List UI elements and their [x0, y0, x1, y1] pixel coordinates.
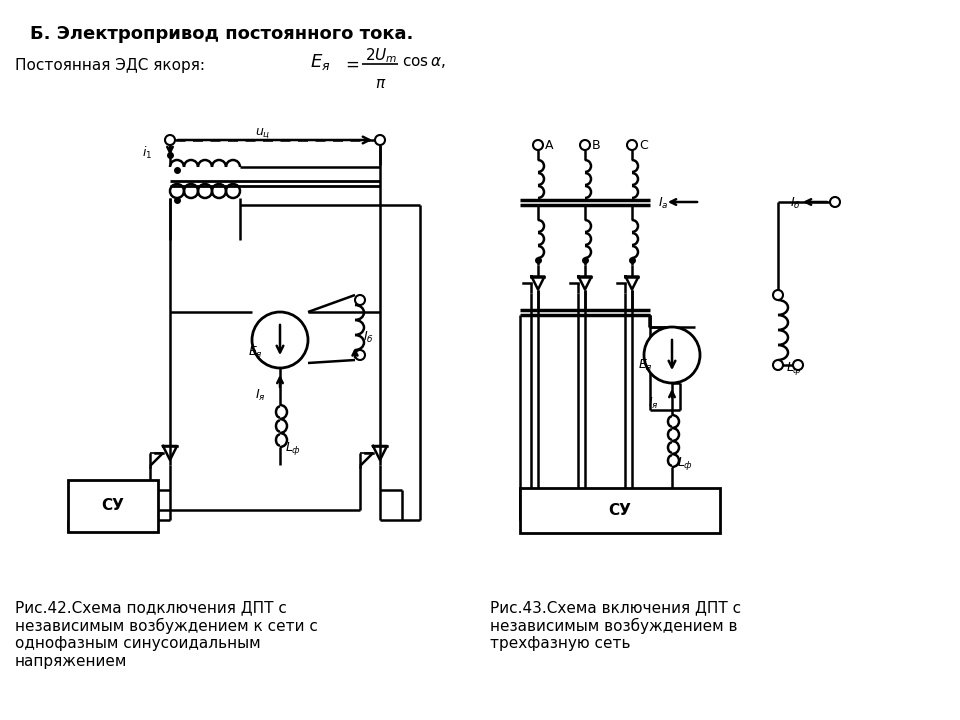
Text: Рис.42.Схема подключения ДПТ с
независимым возбуждением к сети с
однофазным сину: Рис.42.Схема подключения ДПТ с независим… — [15, 600, 318, 669]
Text: $i_{\mathit{1}}$: $i_{\mathit{1}}$ — [142, 145, 153, 161]
Circle shape — [773, 290, 783, 300]
Circle shape — [627, 140, 637, 150]
Text: Б. Электропривод постоянного тока.: Б. Электропривод постоянного тока. — [30, 25, 414, 43]
Text: $\mathit{I}_{\mathit{я}}$: $\mathit{I}_{\mathit{я}}$ — [648, 396, 659, 411]
Text: $\mathit{L}_{\mathit{ф}}$: $\mathit{L}_{\mathit{ф}}$ — [285, 440, 301, 457]
Text: $\mathit{I}_{\mathit{б}}$: $\mathit{I}_{\mathit{б}}$ — [363, 330, 373, 345]
Text: A: A — [545, 138, 554, 151]
Circle shape — [644, 327, 700, 383]
Text: Рис.43.Схема включения ДПТ с
независимым возбуждением в
трехфазную сеть: Рис.43.Схема включения ДПТ с независимым… — [490, 600, 741, 651]
Circle shape — [773, 360, 783, 370]
Text: $\mathit{E}_{\mathit{я}}$: $\mathit{E}_{\mathit{я}}$ — [310, 52, 330, 72]
Text: $\mathit{I}_{\mathit{а}}$: $\mathit{I}_{\mathit{а}}$ — [658, 196, 668, 211]
Text: C: C — [639, 138, 648, 151]
Bar — [68, 480, 158, 532]
Circle shape — [793, 360, 803, 370]
Text: $\mathit{L}_{\mathit{ф}}$: $\mathit{L}_{\mathit{ф}}$ — [677, 455, 693, 472]
Text: $\mathit{L}_{\mathit{ф}}$: $\mathit{L}_{\mathit{ф}}$ — [786, 360, 802, 377]
Text: СУ: СУ — [609, 503, 632, 518]
Text: $\pi$: $\pi$ — [375, 76, 386, 91]
Text: $=$: $=$ — [342, 55, 359, 73]
Circle shape — [355, 295, 365, 305]
Text: Постоянная ЭДС якоря:: Постоянная ЭДС якоря: — [15, 58, 205, 73]
Text: $2U_m$: $2U_m$ — [365, 46, 397, 65]
Circle shape — [252, 312, 308, 368]
Circle shape — [580, 140, 590, 150]
Circle shape — [533, 140, 543, 150]
Text: $\mathit{I}_{\mathit{я}}$: $\mathit{I}_{\mathit{я}}$ — [255, 388, 266, 403]
Text: $\mathit{E}_{\mathit{я}}$: $\mathit{E}_{\mathit{я}}$ — [248, 345, 263, 360]
Text: $\cos\alpha,$: $\cos\alpha,$ — [402, 55, 445, 70]
Text: $\mathit{u}_{\mathit{ц}}$: $\mathit{u}_{\mathit{ц}}$ — [255, 127, 271, 141]
Circle shape — [355, 350, 365, 360]
Text: СУ: СУ — [102, 498, 125, 513]
Circle shape — [830, 197, 840, 207]
Text: $\mathit{I}_{\mathit{б}}$: $\mathit{I}_{\mathit{б}}$ — [790, 196, 801, 211]
Text: $\mathit{E}_{\mathit{я}}$: $\mathit{E}_{\mathit{я}}$ — [638, 358, 653, 373]
Circle shape — [375, 135, 385, 145]
Text: B: B — [592, 138, 601, 151]
Circle shape — [165, 135, 175, 145]
Bar — [520, 488, 720, 533]
